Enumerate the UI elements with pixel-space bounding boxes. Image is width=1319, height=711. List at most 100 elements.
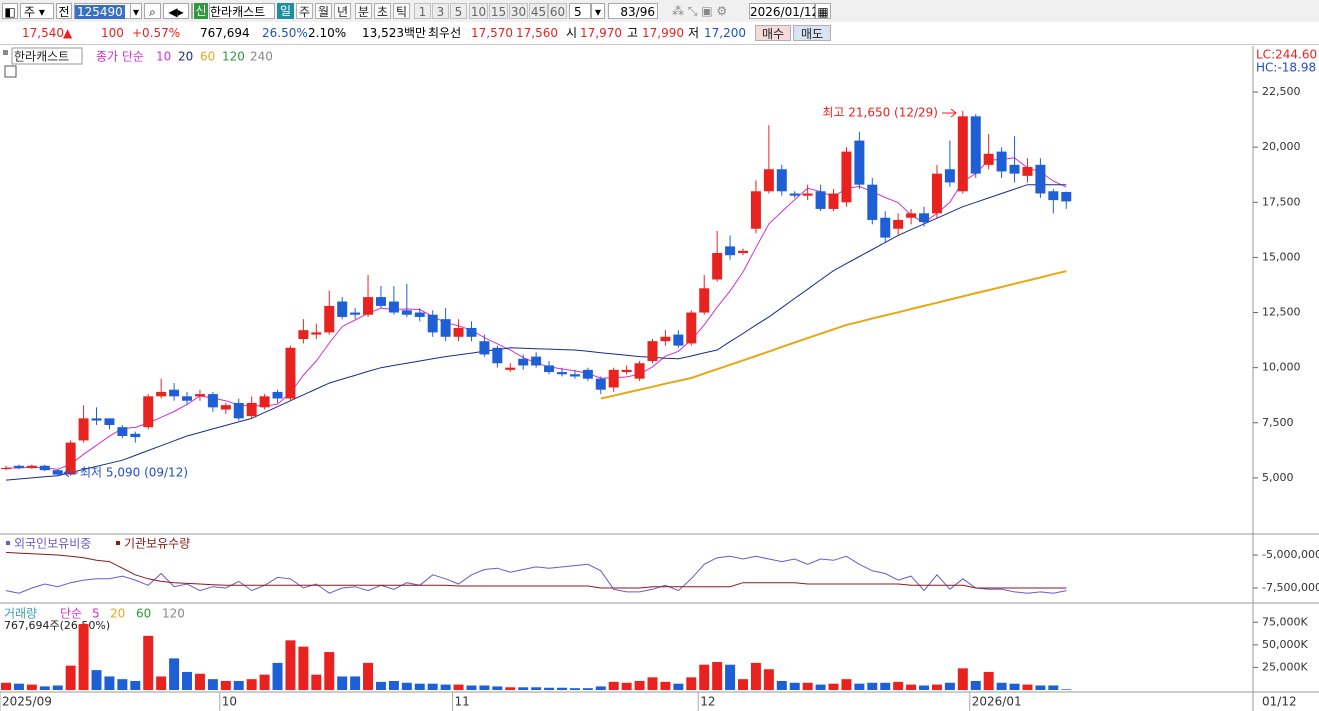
volume-bar (750, 662, 761, 690)
volume-bar (414, 683, 425, 690)
candle-body (350, 312, 361, 315)
stock-name[interactable]: 한라캐스트 (209, 3, 275, 19)
volume-bar (401, 682, 412, 690)
volume-bar (1061, 689, 1072, 690)
amount: 13,523백만 (362, 26, 427, 40)
volume-bar (117, 679, 128, 690)
annotation: 최저 5,090 (09/12) (80, 466, 188, 480)
volume-bar (169, 658, 180, 690)
interval-button[interactable]: 3 (432, 3, 449, 19)
search-button[interactable]: ⌕ (144, 3, 161, 19)
candle-body (854, 140, 865, 185)
volume-bar (841, 679, 852, 690)
candle-body (492, 347, 503, 364)
interval-button[interactable]: 60 (548, 3, 567, 19)
y-tick-label: 15,000 (1262, 250, 1301, 263)
y-tick-label: -7,500,000 (1262, 581, 1319, 594)
indicator-line (5, 555, 1067, 594)
y-tick-label: 12,500 (1262, 306, 1301, 319)
volume-bar (854, 683, 865, 690)
candle-body (156, 391, 167, 397)
prefix[interactable]: 전 (56, 3, 72, 19)
period-button[interactable]: 주 (296, 3, 313, 19)
spacer (191, 3, 193, 19)
interval-button[interactable]: 45 (529, 3, 548, 19)
count-input[interactable]: 5 (569, 3, 591, 19)
grid-icon[interactable] (4, 65, 17, 78)
candle-body (776, 169, 787, 192)
candle-body (207, 394, 218, 408)
volume-bar (957, 668, 968, 690)
date-input[interactable]: 2026/01/12 (749, 3, 820, 19)
low-label: 저 (688, 26, 700, 40)
y-tick-label: -5,000,000 (1262, 548, 1319, 561)
volume-bar (738, 679, 749, 690)
period-button[interactable]: 일 (277, 3, 294, 19)
candle-body (169, 389, 180, 397)
market-select[interactable]: 주 ▾ (20, 3, 54, 19)
volume-bar (893, 681, 904, 690)
code-dropdown[interactable]: ▾ (130, 3, 142, 19)
volume-bar (324, 652, 335, 690)
candle-body (401, 310, 412, 315)
period-button[interactable]: 분 (355, 3, 372, 19)
annotation-arrow (63, 468, 78, 478)
candle-body (518, 358, 529, 366)
candle-body (906, 213, 917, 218)
y-tick-label: 50,000K (1262, 638, 1308, 651)
buy-button[interactable]: 매수 (755, 25, 791, 41)
sell-button[interactable]: 매도 (793, 25, 831, 41)
sound-button[interactable]: ◀▸ (163, 3, 189, 19)
period-button[interactable]: 초 (374, 3, 391, 19)
moving-average (5, 184, 1067, 481)
volume-bar (272, 662, 283, 690)
candle-body (931, 173, 942, 214)
interval-button[interactable]: 15 (489, 3, 508, 19)
interval-button[interactable]: 30 (509, 3, 528, 19)
volume-bar (143, 635, 154, 690)
volume-bar (919, 685, 930, 690)
ma-label: 종가 단순 (96, 50, 144, 64)
layout-icon[interactable]: ◧ (2, 3, 18, 19)
interval-button[interactable]: 5 (450, 3, 467, 19)
volume-bar (466, 685, 477, 690)
period-button[interactable]: 년 (334, 3, 351, 19)
volume-bar (582, 688, 593, 690)
open: 17,970 (580, 26, 622, 40)
volume-bar (931, 684, 942, 690)
interval-button[interactable]: 1 (414, 3, 431, 19)
count-dropdown[interactable]: ▾ (591, 3, 605, 19)
candle-body (660, 336, 671, 342)
candle-body (673, 334, 684, 346)
bid: 17,560 (516, 26, 558, 40)
candle-body (699, 288, 710, 313)
period-button[interactable]: 월 (315, 3, 332, 19)
candle-body (375, 297, 386, 306)
volume-bar (1022, 684, 1033, 690)
page-count: 83/96 (608, 3, 658, 19)
interval-button[interactable]: 10 (469, 3, 488, 19)
legend-icon (3, 50, 8, 55)
candle-body (531, 356, 542, 366)
volume-bar (621, 682, 632, 690)
volume-bar (673, 683, 684, 690)
candle-body (117, 427, 128, 436)
title-box[interactable] (11, 47, 83, 65)
period-button[interactable]: 틱 (393, 3, 410, 19)
volume-bar (375, 681, 386, 690)
x-tick-label: 10 (222, 695, 237, 709)
calendar-button[interactable]: ▦ (815, 3, 831, 19)
tool-icons[interactable]: ⁂ ⤡ ▣ ⚙ (672, 4, 728, 18)
legend-swatch (116, 541, 120, 545)
volume-bar (156, 676, 167, 690)
candle-body (634, 363, 645, 379)
volume-bar (1009, 683, 1020, 690)
legend-entry: 60 (136, 607, 151, 621)
x-tick-label: 2025/09 (2, 695, 52, 709)
code-input[interactable]: 125490 (74, 3, 142, 19)
volume-bar (944, 682, 955, 690)
candle-body (595, 378, 606, 390)
candle-body (414, 312, 425, 317)
volume-bar (91, 670, 102, 690)
volume-bar (906, 684, 917, 690)
